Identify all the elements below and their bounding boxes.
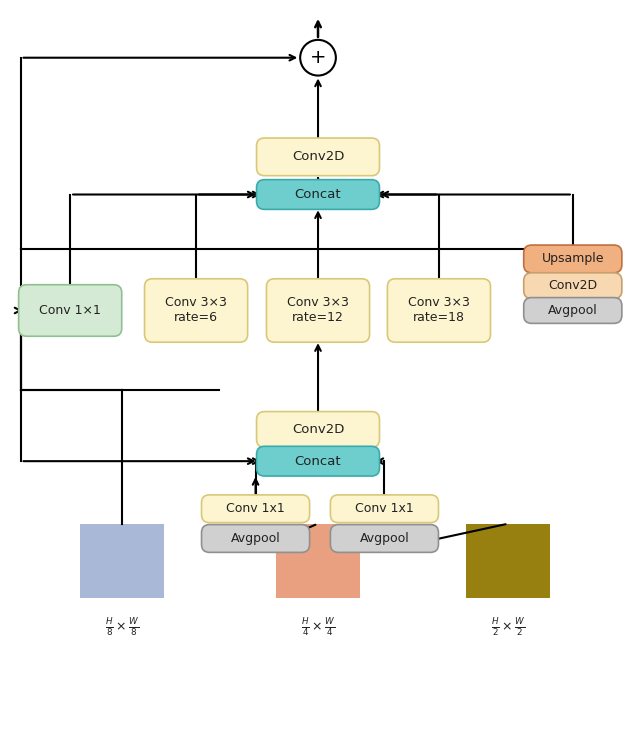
Bar <box>276 523 360 598</box>
FancyBboxPatch shape <box>387 279 490 342</box>
Text: Conv 3×3
rate=12: Conv 3×3 rate=12 <box>287 296 349 325</box>
FancyBboxPatch shape <box>257 446 380 476</box>
FancyBboxPatch shape <box>145 279 248 342</box>
FancyBboxPatch shape <box>524 245 622 273</box>
Text: Conv2D: Conv2D <box>292 150 344 163</box>
Circle shape <box>300 40 336 75</box>
Text: Avgpool: Avgpool <box>230 532 280 545</box>
Text: $\frac{H}{8}\times\frac{W}{8}$: $\frac{H}{8}\times\frac{W}{8}$ <box>104 616 139 638</box>
Text: Conv 1×1: Conv 1×1 <box>39 304 101 317</box>
Text: Conv 1x1: Conv 1x1 <box>355 502 414 515</box>
Text: Conv 3×3
rate=6: Conv 3×3 rate=6 <box>165 296 227 325</box>
Text: Conv2D: Conv2D <box>292 423 344 436</box>
Text: Avgpool: Avgpool <box>360 532 410 545</box>
FancyBboxPatch shape <box>266 279 369 342</box>
Bar <box>79 523 164 598</box>
FancyBboxPatch shape <box>202 525 310 553</box>
FancyBboxPatch shape <box>524 273 622 298</box>
FancyBboxPatch shape <box>257 412 380 447</box>
Text: Avgpool: Avgpool <box>548 304 598 317</box>
Text: $\frac{H}{4}\times\frac{W}{4}$: $\frac{H}{4}\times\frac{W}{4}$ <box>301 616 335 638</box>
Bar <box>466 523 550 598</box>
FancyBboxPatch shape <box>524 298 622 323</box>
Text: Conv2D: Conv2D <box>548 279 597 292</box>
FancyBboxPatch shape <box>202 495 310 523</box>
Text: Conv 3×3
rate=18: Conv 3×3 rate=18 <box>408 296 470 325</box>
Text: Concat: Concat <box>294 454 341 468</box>
FancyBboxPatch shape <box>257 180 380 210</box>
Text: Upsample: Upsample <box>541 252 604 265</box>
FancyBboxPatch shape <box>19 284 122 336</box>
Text: Concat: Concat <box>294 188 341 201</box>
FancyBboxPatch shape <box>330 525 438 553</box>
Text: Conv 1x1: Conv 1x1 <box>226 502 285 515</box>
FancyBboxPatch shape <box>330 495 438 523</box>
Text: $\frac{H}{2}\times\frac{W}{2}$: $\frac{H}{2}\times\frac{W}{2}$ <box>491 616 525 638</box>
Text: +: + <box>310 48 326 67</box>
FancyBboxPatch shape <box>257 138 380 176</box>
